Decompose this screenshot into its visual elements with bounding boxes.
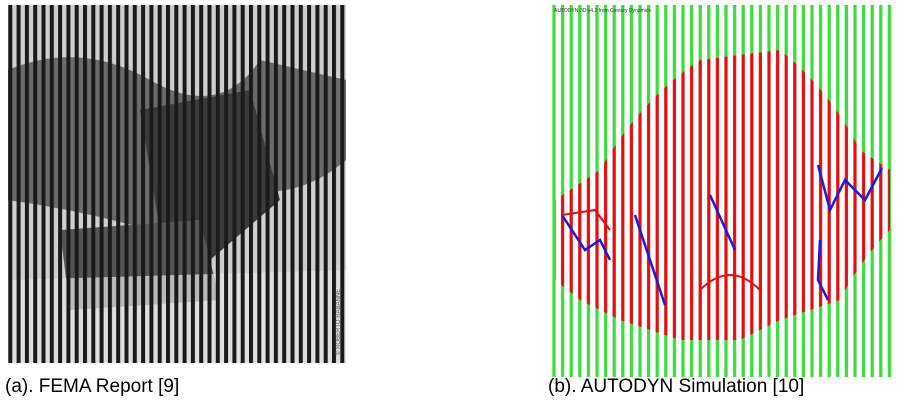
page: © ROBERTO RABANNE AUTODYN-3D v4.2 from C… bbox=[0, 0, 907, 409]
figure: © ROBERTO RABANNE AUTODYN-3D v4.2 from C… bbox=[0, 0, 907, 409]
photo-credit: © ROBERTO RABANNE bbox=[335, 289, 342, 355]
simulation-image: AUTODYN-3D v4.2 from Century Dynamics bbox=[551, 5, 896, 377]
caption-a: (a). FEMA Report [9] bbox=[5, 376, 179, 397]
caption-b: (b). AUTODYN Simulation [10] bbox=[548, 376, 804, 397]
simulation-header: AUTODYN-3D v4.2 from Century Dynamics bbox=[554, 8, 651, 14]
photo-fema: © ROBERTO RABANNE bbox=[8, 5, 346, 363]
